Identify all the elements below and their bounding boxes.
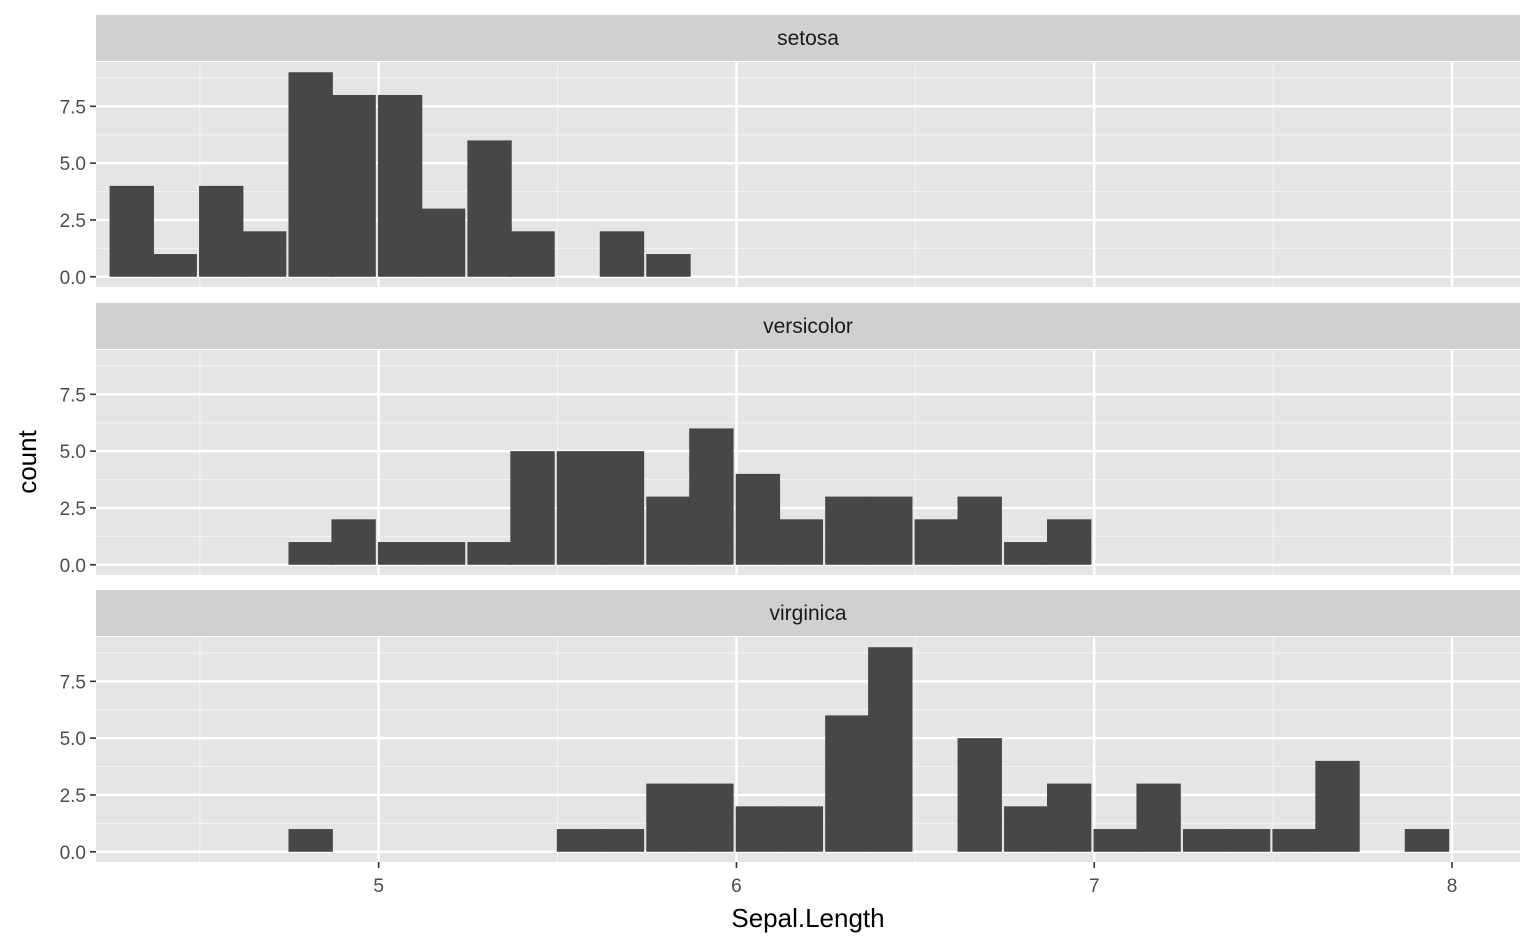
facet-panel-virginica: virginica 0.0 2.5 5.0 7.5: [60, 590, 1520, 864]
histogram-bar: [599, 829, 645, 852]
facet-strip: [96, 15, 1520, 61]
histogram-bar: [109, 185, 154, 277]
histogram-bar: [152, 254, 197, 277]
histogram-bar: [467, 542, 512, 565]
y-tick-label: 0.0: [60, 843, 86, 864]
histogram-bar: [377, 542, 423, 565]
y-tick-label: 5.0: [60, 154, 86, 175]
histogram-bar: [646, 496, 691, 565]
histogram-bar: [1225, 829, 1271, 852]
histogram-bar: [510, 231, 555, 277]
histogram-bar: [735, 473, 781, 565]
facet-panel-versicolor: versicolor 0.0 2.5 5.0 7.5: [60, 303, 1520, 577]
histogram-bar: [646, 783, 691, 852]
y-tick-label: 2.5: [60, 499, 86, 520]
histogram-bar: [556, 829, 602, 852]
histogram-bar: [1047, 519, 1092, 565]
x-tick-label: 7: [1089, 876, 1100, 897]
histogram-bar: [689, 783, 734, 852]
y-tick-label: 2.5: [60, 786, 86, 807]
x-tick-label: 8: [1447, 876, 1458, 897]
histogram-bar: [825, 496, 870, 565]
x-axis: 5 6 7 8: [373, 862, 1457, 897]
y-tick-label: 5.0: [60, 442, 86, 463]
y-tick-label: 0.0: [60, 268, 86, 289]
y-tick-label: 2.5: [60, 211, 86, 232]
y-tick-label: 7.5: [60, 672, 86, 693]
facet-strip: [96, 303, 1520, 349]
histogram-bar: [241, 231, 287, 277]
histogram-bar: [377, 94, 423, 277]
y-tick-label: 5.0: [60, 729, 86, 750]
facet-strip-label: versicolor: [763, 315, 853, 338]
x-tick-label: 6: [731, 876, 742, 897]
y-tick-label: 7.5: [60, 97, 86, 118]
histogram-bar: [1093, 829, 1138, 852]
histogram-bar: [288, 829, 333, 852]
histogram-bar: [1004, 806, 1049, 852]
y-axis-title: count: [12, 429, 42, 493]
y-tick-label: 0.0: [60, 556, 86, 577]
histogram-bar: [599, 231, 645, 277]
histogram-bar: [646, 254, 691, 277]
facet-panel-setosa: setosa 0.0 2.5 5.0 7.5: [60, 15, 1520, 289]
histogram-bar: [778, 519, 824, 565]
histogram-bar: [556, 451, 602, 565]
histogram-bar: [1004, 542, 1049, 565]
histogram-bar: [825, 715, 870, 852]
histogram-bar: [778, 806, 824, 852]
histogram-bar: [1404, 829, 1450, 852]
facet-panels: setosa 0.0 2.5 5.0 7.5 versicolor 0.0 2.5 5.0 7.5…: [60, 15, 1520, 864]
histogram-bar: [331, 94, 376, 277]
x-tick-label: 5: [373, 876, 384, 897]
histogram-bar: [868, 647, 913, 852]
histogram-bar: [1315, 760, 1360, 852]
histogram-bar: [1272, 829, 1317, 852]
histogram-bar: [420, 208, 466, 277]
histogram-bar: [288, 72, 333, 277]
histogram-bar: [1182, 829, 1228, 852]
histogram-bar: [331, 519, 376, 565]
histogram-bar: [599, 451, 645, 565]
x-axis-title: Sepal.Length: [731, 903, 884, 933]
facet-strip-label: virginica: [769, 602, 846, 625]
facet-strip-label: setosa: [777, 27, 839, 50]
histogram-bar: [957, 496, 1002, 565]
histogram-bar: [510, 451, 555, 565]
histogram-bar: [689, 428, 734, 565]
histogram-bar: [957, 738, 1002, 852]
histogram-bar: [199, 185, 244, 277]
histogram-bar: [868, 496, 913, 565]
histogram-bar: [1047, 783, 1092, 852]
histogram-bar: [914, 519, 959, 565]
facet-strip: [96, 590, 1520, 636]
histogram-bar: [420, 542, 466, 565]
y-tick-label: 7.5: [60, 385, 86, 406]
histogram-bar: [735, 806, 781, 852]
histogram-bar: [467, 140, 512, 277]
histogram-bar: [288, 542, 333, 565]
histogram-bar: [1136, 783, 1181, 852]
